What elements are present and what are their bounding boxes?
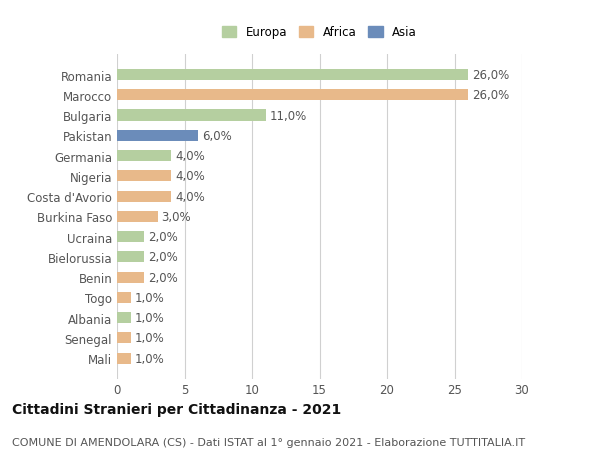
Bar xyxy=(117,313,131,324)
Text: 1,0%: 1,0% xyxy=(134,291,164,304)
Text: 26,0%: 26,0% xyxy=(472,69,509,82)
Bar xyxy=(117,110,265,121)
Bar xyxy=(117,90,468,101)
Bar xyxy=(117,70,468,81)
Text: 1,0%: 1,0% xyxy=(134,312,164,325)
Bar xyxy=(117,353,131,364)
Text: 6,0%: 6,0% xyxy=(202,129,232,142)
Text: 4,0%: 4,0% xyxy=(175,170,205,183)
Text: 1,0%: 1,0% xyxy=(134,332,164,345)
Text: 2,0%: 2,0% xyxy=(148,230,178,244)
Text: 11,0%: 11,0% xyxy=(269,109,307,122)
Text: 2,0%: 2,0% xyxy=(148,251,178,264)
Text: 4,0%: 4,0% xyxy=(175,150,205,162)
Bar xyxy=(117,191,171,202)
Legend: Europa, Africa, Asia: Europa, Africa, Asia xyxy=(219,22,420,43)
Bar xyxy=(117,252,144,263)
Text: 3,0%: 3,0% xyxy=(161,210,191,224)
Bar xyxy=(117,171,171,182)
Text: Cittadini Stranieri per Cittadinanza - 2021: Cittadini Stranieri per Cittadinanza - 2… xyxy=(12,402,341,416)
Bar xyxy=(117,272,144,283)
Bar xyxy=(117,130,198,141)
Bar xyxy=(117,151,171,162)
Bar xyxy=(117,211,157,223)
Bar xyxy=(117,333,131,344)
Text: 2,0%: 2,0% xyxy=(148,271,178,284)
Text: 26,0%: 26,0% xyxy=(472,89,509,102)
Text: COMUNE DI AMENDOLARA (CS) - Dati ISTAT al 1° gennaio 2021 - Elaborazione TUTTITA: COMUNE DI AMENDOLARA (CS) - Dati ISTAT a… xyxy=(12,437,525,447)
Text: 4,0%: 4,0% xyxy=(175,190,205,203)
Bar xyxy=(117,231,144,243)
Text: 1,0%: 1,0% xyxy=(134,352,164,365)
Bar xyxy=(117,292,131,303)
